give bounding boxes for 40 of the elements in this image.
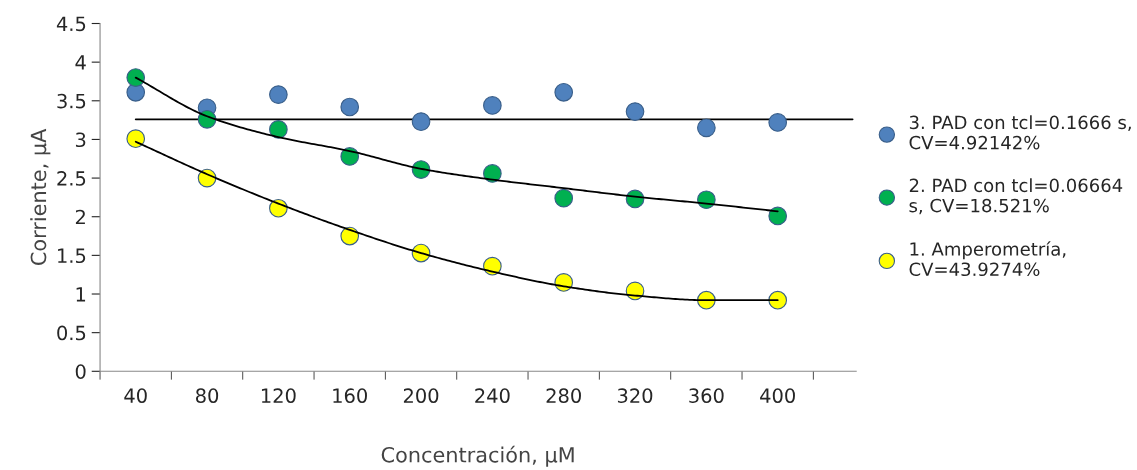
x-tick-label: 400 (760, 388, 795, 404)
point (768, 113, 788, 132)
point (768, 290, 788, 310)
x-tick-label: 200 (403, 388, 439, 404)
y-tick-label: 3 (75, 132, 86, 148)
legend-label: 1. Amperometría, CV=43.9274% (909, 241, 1066, 277)
point (340, 226, 360, 246)
point (269, 85, 288, 104)
legend-label: 2. PAD con tcl=0.06664 s, CV=18.521% (909, 178, 1123, 215)
x-tick-label: 120 (261, 388, 296, 404)
x-tick-label: 40 (124, 388, 147, 404)
point (554, 188, 574, 208)
point (411, 112, 431, 131)
y-axis-title: Corriente, µA (30, 128, 51, 266)
point (554, 82, 574, 102)
y-tick-label: 2 (75, 209, 85, 225)
x-axis-title: Concentración, µM (381, 445, 574, 467)
x-tick-label: 240 (475, 388, 510, 404)
point (126, 68, 146, 87)
y-tick-label: 3.5 (57, 93, 86, 109)
point (340, 97, 360, 117)
x-tick-label: 280 (546, 388, 581, 404)
point (768, 206, 788, 226)
x-tick-label: 320 (617, 388, 653, 404)
y-tick-label: 1.5 (58, 248, 86, 264)
y-tick-label: 4 (75, 55, 86, 70)
point (483, 96, 502, 115)
y-tick-label: 0 (75, 364, 86, 379)
x-tick-label: 360 (689, 388, 724, 404)
y-tick-label: 2.5 (57, 171, 86, 186)
point (697, 118, 716, 138)
legend-label: 3. PAD con tcl=0.1666 s, CV=4.92142% (909, 115, 1131, 150)
y-tick-label: 0.5 (57, 325, 86, 341)
point (269, 120, 288, 139)
y-tick-label: 4.5 (56, 16, 86, 32)
point (625, 102, 645, 121)
x-tick-label: 160 (333, 388, 367, 404)
y-tick-label: 1 (76, 287, 86, 302)
x-tick-label: 80 (196, 388, 219, 404)
point (126, 129, 146, 148)
